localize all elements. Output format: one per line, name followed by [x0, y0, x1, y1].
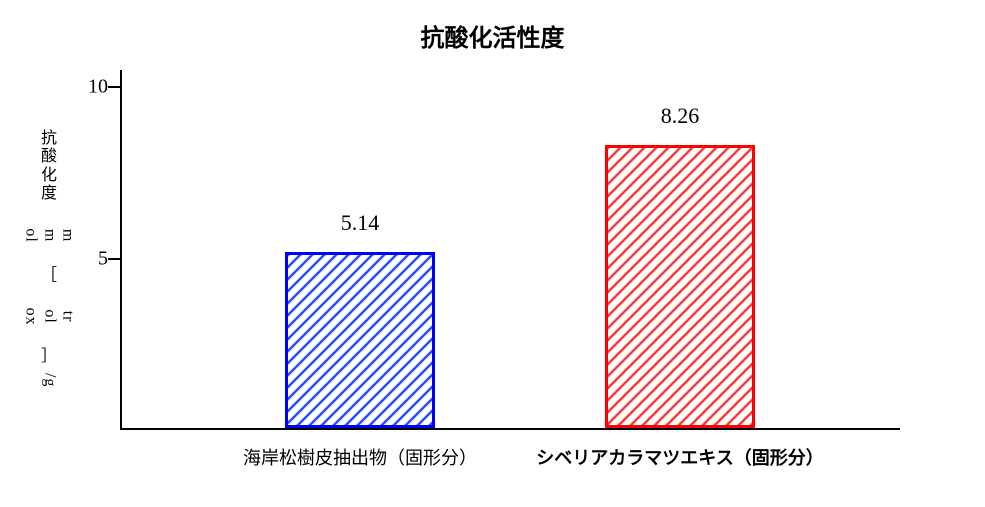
- bar-value-label: 5.14: [341, 210, 380, 236]
- x-axis: [120, 428, 900, 430]
- bar: [285, 252, 435, 428]
- plot-area: 5.14 8.26: [120, 70, 900, 430]
- ylabel-part2: mmol: [21, 226, 76, 244]
- ylabel-part5: ］: [41, 348, 57, 365]
- category-label: 海岸松樹皮抽出物（固形分）: [243, 444, 477, 470]
- chart-container: 抗酸化活性度 抗酸化度 mmol ［ trolox ］ /g 5.148.26 …: [0, 0, 985, 507]
- chart-title: 抗酸化活性度: [0, 18, 985, 53]
- ytick: [108, 86, 120, 88]
- y-axis: [120, 70, 122, 430]
- ylabel-part4: trolox: [21, 308, 76, 326]
- bar-value-label: 8.26: [661, 103, 700, 129]
- category-label: シベリアカラマツエキス（固形分）: [536, 444, 823, 470]
- bar: [605, 145, 755, 428]
- ytick-label: 10: [48, 76, 108, 99]
- ytick-label: 5: [48, 247, 108, 270]
- ylabel-part1: 抗酸化度: [41, 130, 57, 202]
- ylabel-part6: /g: [40, 373, 58, 387]
- ytick: [108, 258, 120, 260]
